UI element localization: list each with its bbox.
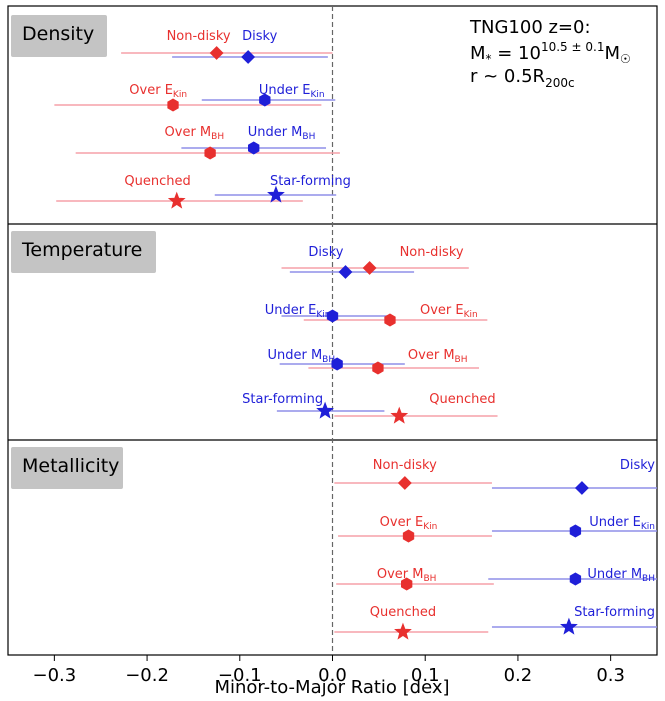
blue-point-marker bbox=[326, 309, 339, 323]
row-1: Disky Non-disky bbox=[281, 245, 469, 279]
blue-point-marker bbox=[338, 265, 353, 279]
row-3: Over MBH Under MBH bbox=[75, 125, 340, 160]
red-point-label: Over MBH bbox=[165, 125, 225, 142]
annotation-line-1: TNG100 z=0: bbox=[469, 17, 591, 38]
blue-point-label: Under EKin bbox=[589, 515, 655, 532]
row-2: Under EKin Over EKin bbox=[265, 303, 488, 327]
blue-point-label: Disky bbox=[620, 458, 655, 473]
blue-point-label: Under MBH bbox=[587, 567, 655, 584]
red-point-label: Non-disky bbox=[400, 245, 464, 260]
blue-point-label: Disky bbox=[242, 29, 277, 44]
blue-point-marker bbox=[331, 357, 343, 371]
x-tick-label: −0.3 bbox=[32, 665, 76, 686]
red-point-label: Over MBH bbox=[377, 567, 437, 584]
blue-point-marker bbox=[267, 185, 285, 203]
x-tick-label: 0.1 bbox=[411, 665, 440, 686]
red-point-marker bbox=[204, 146, 216, 160]
x-tick-label: 0.3 bbox=[596, 665, 625, 686]
blue-point-marker bbox=[560, 617, 578, 635]
panel-temperature: Temperature Disky Non-disky Under EKin Over … bbox=[11, 231, 498, 424]
panel-title-box bbox=[11, 447, 123, 489]
red-point-marker bbox=[372, 361, 384, 375]
row-2: Over EKin Under EKin bbox=[338, 515, 657, 543]
blue-point-marker bbox=[241, 50, 256, 64]
red-point-label: Quenched bbox=[370, 605, 436, 620]
red-point-label: Over MBH bbox=[408, 348, 468, 365]
red-point-label: Non-disky bbox=[373, 458, 437, 473]
panel-title: Temperature bbox=[21, 239, 142, 261]
blue-point-marker bbox=[574, 481, 589, 495]
panel-title-box bbox=[11, 231, 156, 273]
blue-point-marker bbox=[569, 524, 582, 538]
red-point-label: Over EKin bbox=[129, 83, 187, 100]
row-1: Non-disky Disky bbox=[334, 458, 657, 495]
blue-point-marker bbox=[316, 401, 334, 419]
red-point-marker bbox=[167, 98, 179, 112]
blue-point-label: Star-forming bbox=[242, 392, 323, 407]
red-point-label: Non-disky bbox=[167, 29, 231, 44]
row-1: Non-disky Disky bbox=[121, 29, 333, 64]
red-point-label: Over EKin bbox=[380, 515, 438, 532]
blue-point-label: Under EKin bbox=[259, 83, 325, 100]
red-point-label: Quenched bbox=[429, 392, 495, 407]
blue-point-label: Star-forming bbox=[574, 605, 655, 620]
row-2: Over EKin Under EKin bbox=[54, 83, 336, 112]
panel-metallicity: Metallicity Non-disky Disky Over EKin Under … bbox=[11, 447, 657, 640]
blue-point-label: Under MBH bbox=[248, 125, 316, 142]
row-4: Star-forming Quenched bbox=[242, 392, 498, 424]
plot-frame bbox=[7, 5, 658, 656]
blue-point-marker bbox=[259, 93, 271, 107]
red-point-marker bbox=[394, 622, 412, 640]
row-3: Over MBH Under MBH bbox=[336, 567, 657, 591]
annotation-line-2: M* = 1010.5 ± 0.1M☉ bbox=[470, 40, 631, 66]
panel-title-box bbox=[11, 15, 107, 57]
x-tick-label: −0.1 bbox=[218, 665, 262, 686]
red-point-marker bbox=[384, 313, 396, 327]
x-tick-label: 0.2 bbox=[504, 665, 533, 686]
red-point-marker bbox=[209, 46, 224, 60]
panel-density: Density Non-disky Disky Over EKin Under EKin… bbox=[11, 15, 351, 209]
annotation-line-3: r ~ 0.5R200c bbox=[470, 66, 575, 90]
panel-title: Density bbox=[22, 23, 94, 45]
panel-title: Metallicity bbox=[22, 455, 119, 477]
x-axis-label: Minor-to-Major Ratio [dex] bbox=[214, 677, 449, 698]
blue-point-label: Disky bbox=[308, 245, 343, 260]
blue-point-label: Under EKin bbox=[265, 303, 331, 320]
row-4: Quenched Star-forming bbox=[56, 174, 351, 209]
x-axis: −0.3 −0.2 −0.1 0.0 0.1 0.2 0.3 bbox=[32, 655, 625, 686]
row-4: Quenched Star-forming bbox=[334, 605, 657, 640]
blue-point-label: Under MBH bbox=[267, 348, 335, 365]
x-tick-label: 0.0 bbox=[318, 665, 347, 686]
red-point-marker bbox=[400, 577, 413, 591]
red-point-marker bbox=[397, 476, 412, 490]
red-point-marker bbox=[167, 191, 186, 209]
blue-point-marker bbox=[248, 141, 260, 155]
annotation-box: TNG100 z=0: M* = 1010.5 ± 0.1M☉ r ~ 0.5R… bbox=[469, 17, 631, 90]
red-point-marker bbox=[390, 406, 409, 424]
red-point-label: Over EKin bbox=[420, 303, 478, 320]
x-tick-label: −0.2 bbox=[125, 665, 169, 686]
blue-point-marker bbox=[569, 572, 582, 586]
red-point-marker bbox=[402, 529, 415, 543]
red-point-marker bbox=[362, 261, 377, 275]
red-point-label: Quenched bbox=[124, 174, 190, 189]
row-3: Under MBH Over MBH bbox=[267, 348, 479, 375]
blue-point-label: Star-forming bbox=[270, 174, 351, 189]
